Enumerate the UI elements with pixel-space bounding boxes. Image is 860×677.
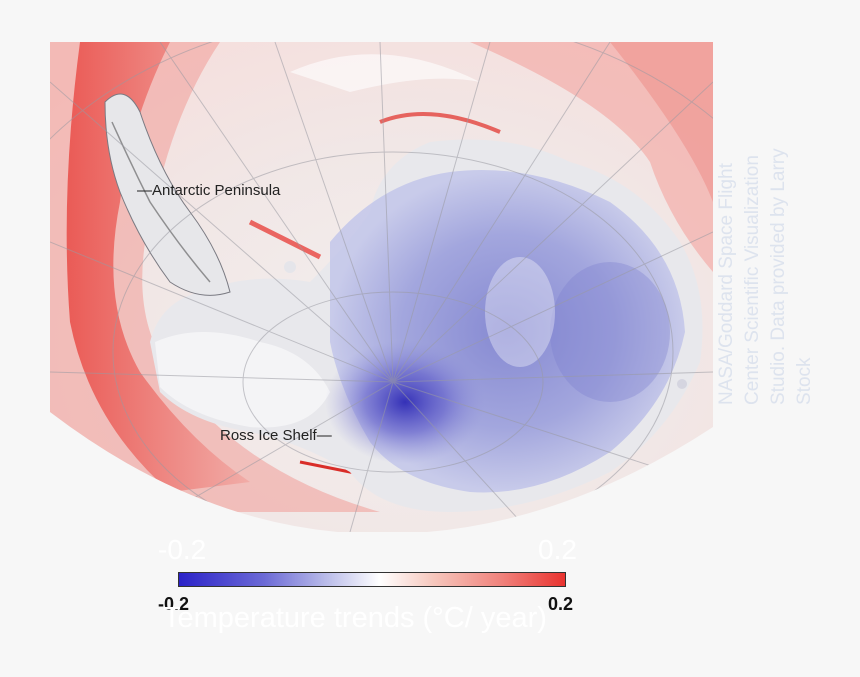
antarctic-peninsula-label: —Antarctic Peninsula — [137, 182, 281, 199]
antarctica-temperature-map — [50, 42, 713, 532]
legend-min-ghost-label: -0.2 — [158, 534, 207, 565]
ross-ice-shelf-label: Ross Ice Shelf— — [220, 427, 332, 444]
legend-title: Temperature trends (°C/ year) — [163, 602, 547, 634]
colorbar-min-label: -0.2 — [158, 594, 190, 614]
credit-text: NASA/Goddard Space Flight Center Scienti… — [716, 148, 815, 405]
legend-max-ghost-label: 0.2 — [538, 534, 577, 565]
temperature-colorbar — [178, 572, 566, 587]
colorbar-max-label: 0.2 — [548, 594, 574, 614]
